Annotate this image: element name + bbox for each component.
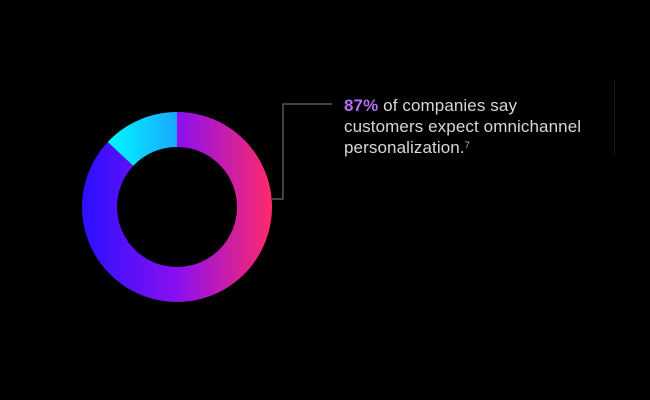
highlight-percentage: 87% [344,96,379,115]
callout-connector-line [272,103,332,200]
footnote-marker: 7 [464,140,470,150]
donut-segment-13 [107,112,177,166]
callout-line1: of companies say [378,96,518,115]
divider-line [614,80,615,156]
callout-line3: personalization. [344,138,465,157]
callout-text: 87% of companies say customers expect om… [344,95,634,158]
donut-segment-87 [81,112,272,302]
callout-line2: customers expect omnichannel [344,117,582,136]
